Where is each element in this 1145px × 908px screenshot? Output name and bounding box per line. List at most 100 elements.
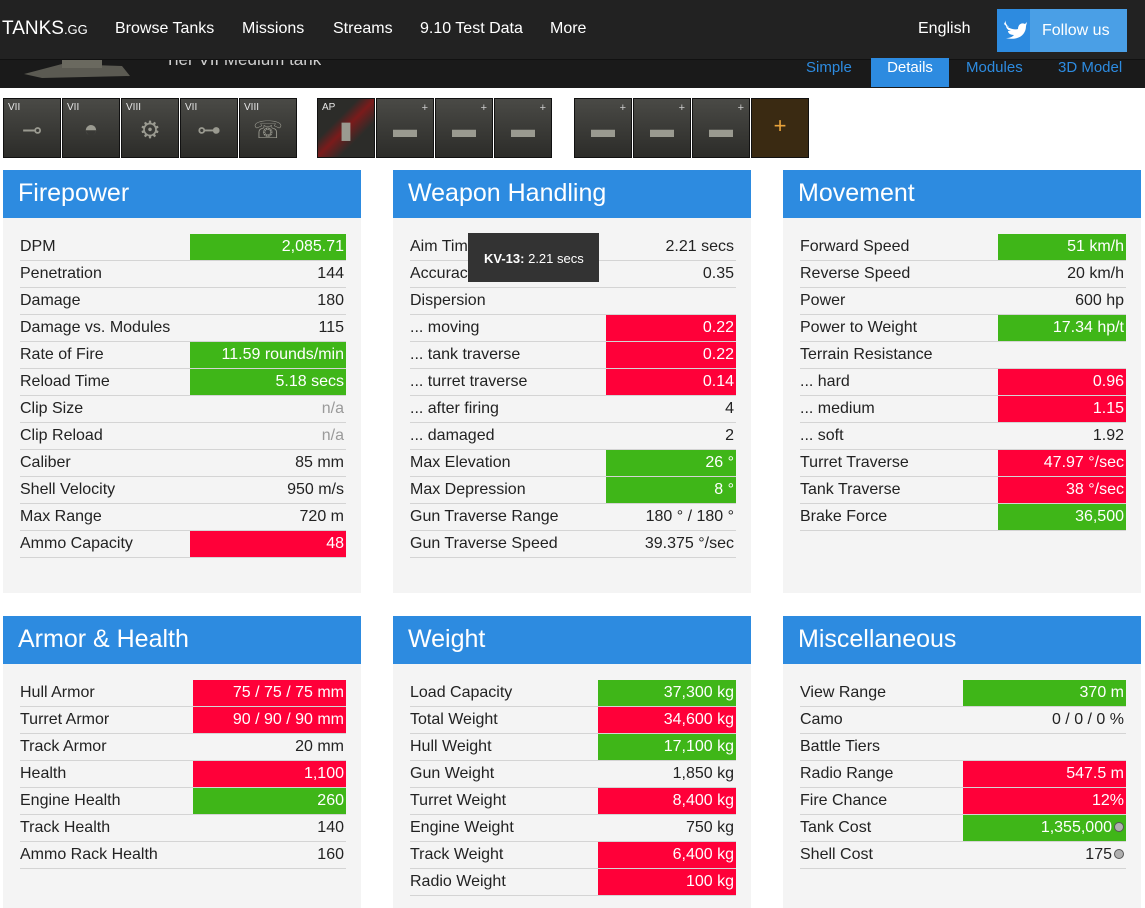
stat-value: 5.18 secs [190,369,346,395]
stat-label: Gun Traverse Speed [410,535,558,552]
stat-value: 720 m [300,504,346,530]
panel-title: Weight [393,616,751,664]
stat-value: 20 km/h [1067,261,1126,287]
plus-icon: + [421,102,428,114]
stat-row: ... hard 0.96 [800,369,1126,396]
stat-value: 950 m/s [287,477,346,503]
consumable-slot-1[interactable]: + ▬ [376,98,434,158]
panel-weight: Weight Load Capacity 37,300 kg Total Weigh… [393,616,751,908]
equipment-slot-1[interactable]: + ▬ [574,98,632,158]
stat-value-text: 6,400 kg [672,846,734,863]
stat-value-text: 17,100 kg [663,738,734,755]
tab-simple[interactable]: Simple [806,59,852,76]
stat-label: ... soft [800,427,844,444]
tab-modules[interactable]: Modules [966,59,1023,76]
stat-label: Max Range [20,508,102,525]
follow-us-button[interactable]: Follow us [997,9,1127,52]
stat-value-text: 17.34 hp/t [1052,319,1124,336]
stat-value: 1,850 kg [673,761,736,787]
stat-value-text: 1.15 [1092,400,1124,417]
follow-us-label: Follow us [1042,22,1110,39]
stat-value-text: 20 km/h [1067,265,1124,282]
stat-value-text: 1,850 kg [672,765,734,782]
stat-value-text: 8 ° [714,481,734,498]
stat-row: ... damaged 2 [410,423,736,450]
nav-test-data[interactable]: 9.10 Test Data [420,20,523,37]
nav-streams[interactable]: Streams [333,20,393,37]
stat-row: Gun Weight 1,850 kg [410,761,736,788]
stat-label: Gun Weight [410,765,495,782]
stat-value-text: 260 [317,792,344,809]
stat-row: ... moving 0.22 [410,315,736,342]
hero-bar [0,58,1145,88]
tab-details[interactable]: Details [871,58,949,87]
module-radio[interactable]: VIII ☏ [239,98,297,158]
stat-value-text: 20 mm [295,738,344,755]
stat-row: Turret Traverse 47.97 °/sec [800,450,1126,477]
stat-label: Dispersion [410,292,486,309]
stat-value: 8 ° [606,477,736,503]
module-turret[interactable]: VII ◓ [62,98,120,158]
stat-list: DPM 2,085.71 Penetration 144 Damage 180 Damage… [20,234,346,558]
stat-value-text: 1.92 [1092,427,1124,444]
stat-value: 180 [317,288,346,314]
language-selector[interactable]: English [918,20,971,37]
nav-more[interactable]: More [550,20,587,37]
stat-label: Radio Weight [410,873,506,890]
stat-label: Damage vs. Modules [20,319,171,336]
stat-value: 547.5 m [963,761,1126,787]
suspension-icon: ⊶ [197,117,221,144]
stat-value-text: 547.5 m [1066,765,1124,782]
stat-value: 750 kg [686,815,736,841]
equipment-slot-3[interactable]: + ▬ [692,98,750,158]
panel-armor-health: Armor & Health Hull Armor 75 / 75 / 75 mm… [3,616,361,908]
stat-value: n/a [322,423,346,449]
stat-label: Max Elevation [410,454,511,471]
stat-value: n/a [322,396,346,422]
stat-row: ... soft 1.92 [800,423,1126,450]
module-engine[interactable]: VIII ⚙ [121,98,179,158]
stat-label: Ammo Capacity [20,535,133,552]
stat-list: View Range 370 m Camo 0 / 0 / 0 % Battle Tie… [800,680,1126,869]
add-equipment-button[interactable]: + [751,98,809,158]
nav-browse-tanks[interactable]: Browse Tanks [115,20,215,37]
module-suspension[interactable]: VII ⊶ [180,98,238,158]
tooltip-value: 2.21 secs [528,251,584,266]
stat-value-text: 8,400 kg [672,792,734,809]
module-gun[interactable]: VII ⊸ [3,98,61,158]
stat-value: 4 [725,396,736,422]
panel-title: Movement [783,170,1141,218]
equipment-slot-2[interactable]: + ▬ [633,98,691,158]
stat-label: ... hard [800,373,850,390]
stat-label: Turret Armor [20,711,110,728]
nav-missions[interactable]: Missions [242,20,305,37]
stat-label: Track Weight [410,846,504,863]
stat-value-text: 180 [317,292,344,309]
shell-icon: ▮ [339,117,353,144]
stat-label: View Range [800,684,886,701]
stat-row: Power to Weight 17.34 hp/t [800,315,1126,342]
stat-value-text: 0.96 [1092,373,1124,390]
tab-3d-model[interactable]: 3D Model [1058,59,1123,76]
stat-value: 1,100 [193,761,346,787]
stat-label: Track Health [20,819,111,836]
stat-value-text: 1,355,000 [1040,819,1112,836]
stat-row: Shell Velocity 950 m/s [20,477,346,504]
stat-value: 160 [317,842,346,868]
stat-value: 370 m [963,680,1126,706]
stat-label: ... after firing [410,400,499,417]
stat-row: Caliber 85 mm [20,450,346,477]
turret-icon: ◓ [83,116,99,143]
ammo-ap[interactable]: AP ▮ [317,98,375,158]
stat-row: Tank Cost 1,355,000 [800,815,1126,842]
site-logo[interactable]: TANKS.GG [2,18,88,40]
stat-value-text: 175 [1085,846,1112,863]
consumable-slot-2[interactable]: + ▬ [435,98,493,158]
consumable-slot-3[interactable]: + ▬ [494,98,552,158]
panel-movement: Movement Forward Speed 51 km/h Reverse Spe… [783,170,1141,593]
stat-row: Brake Force 36,500 [800,504,1126,531]
stat-value-text: 4 [725,400,734,417]
stat-row: Terrain Resistance [800,342,1126,369]
stat-row: Engine Weight 750 kg [410,815,736,842]
stat-row: Clip Reload n/a [20,423,346,450]
